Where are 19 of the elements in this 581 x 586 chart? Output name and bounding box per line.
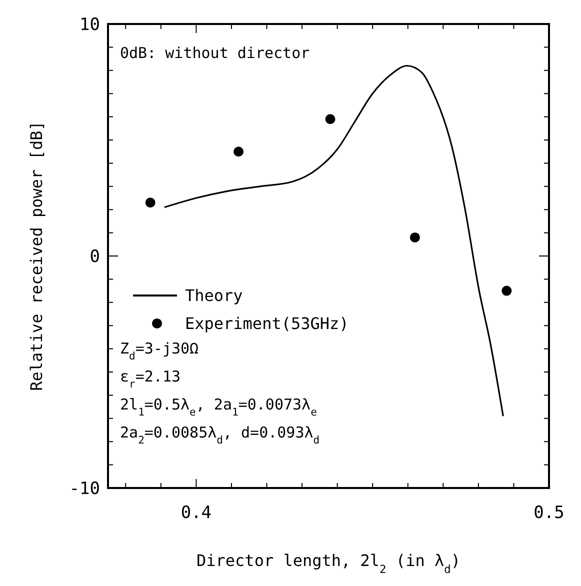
y-axis-title: Relative received power [dB] (27, 121, 46, 391)
y-tick-label: 10 (80, 14, 100, 35)
annotation: 2a$_{2}$=0.0085λ$_{d}$, d=0.093λ$_{d}$ (120, 423, 320, 446)
annotation: 2l$_{1}$=0.5λ$_{e}$, 2a$_{1}$=0.0073λ$_{e}$ (120, 395, 317, 418)
point (234, 146, 244, 157)
x-axis-title: Director length, 2l$_{2}$ (in λ$_{d}$) (196, 551, 460, 576)
point (145, 198, 156, 208)
y-tick-label: -10 (69, 478, 100, 499)
x-tick-label: 0.5 (534, 503, 564, 523)
y-tick-label: 0 (90, 246, 100, 267)
point (325, 114, 336, 124)
legend-label: Theory (185, 286, 244, 306)
annotation: 0dB: without director (120, 44, 310, 62)
annotation: Z$_{d}$=3-j30Ω (120, 339, 199, 362)
point (502, 286, 512, 296)
x-tick-label: 0.4 (180, 503, 212, 523)
point (410, 232, 420, 242)
legend-label: Experiment(53GHz) (185, 314, 349, 334)
annotation: ε$_{r}$=2.13 (120, 367, 181, 390)
